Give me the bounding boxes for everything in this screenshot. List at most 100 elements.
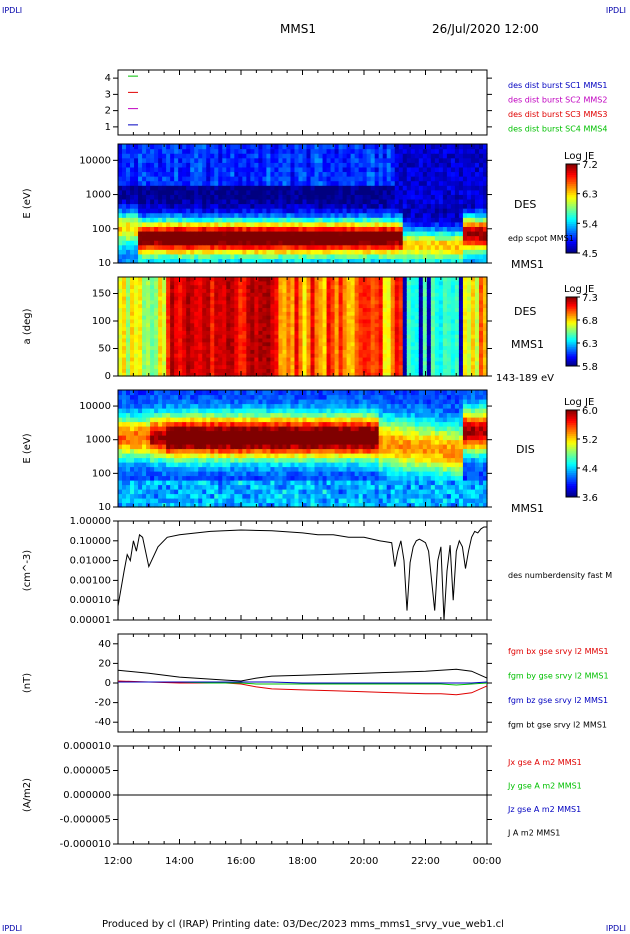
des-energy-cell [362,176,368,182]
des-pitch-cell [306,322,312,328]
des-energy-cell [394,212,400,218]
des-energy-cell [318,212,324,218]
des-pitch-cell [406,360,412,366]
des-energy-cell [462,148,468,154]
des-energy-cell [334,198,340,205]
des-pitch-cell [390,368,396,373]
des-pitch-cell [146,353,151,358]
des-pitch-cell [278,277,284,282]
des-energy-cell [238,153,243,159]
des-energy-cell [234,244,239,250]
des-pitch-cell [390,322,396,328]
des-pitch-cell [226,311,231,316]
des-pitch-cell [398,341,404,347]
des-pitch-cell [326,318,332,324]
des-energy-cell [138,171,143,177]
des-pitch-cell [322,349,328,354]
des-energy-cell [258,249,263,255]
des-energy-cell [122,208,127,214]
des-pitch-cell [398,334,404,339]
des-pitch-cell [166,330,171,335]
des-pitch-cell [482,353,488,358]
des-pitch-cell [154,372,159,377]
des-pitch-cell [198,292,203,297]
des-energy-cell [154,148,159,154]
des-pitch-cell [442,353,448,358]
des-pitch-cell [414,337,420,343]
des-energy-cell [426,226,432,232]
des-pitch-cell [474,284,480,290]
des-pitch-cell [178,353,183,358]
des-pitch-cell [306,311,312,316]
des-pitch-cell [190,307,195,312]
des-energy-cell [442,217,448,223]
des-energy-cell [246,253,251,260]
des-pitch-cell [142,299,147,305]
des-pitch-cell [374,318,380,324]
des-pitch-cell [418,326,424,331]
des-pitch-cell [138,318,143,324]
des-energy-cell [434,180,440,186]
des-energy-cell [326,148,332,154]
des-pitch-cell [278,296,284,301]
des-pitch-cell [442,311,448,316]
des-pitch-cell [278,330,284,335]
des-energy-cell [138,230,143,237]
des-pitch-cell [410,277,416,282]
des-pitch-cell [342,299,348,305]
des-energy-cell [238,221,243,227]
des-pitch-cell [454,360,460,366]
des-energy-cell [154,258,159,264]
des-energy-cell [450,221,456,227]
des-energy-cell [378,203,384,209]
des-energy-cell [142,226,147,232]
des-pitch-cell [338,292,344,297]
des-pitch-cell [286,318,292,324]
des-pitch-cell [178,311,183,316]
des-energy-cell [354,217,360,223]
des-energy-cell [450,144,456,150]
des-pitch-cell [434,315,440,320]
des-energy-cell [346,185,352,191]
des-energy-cell [198,253,203,260]
des-energy-cell [238,185,243,191]
des-pitch-cell [318,368,324,373]
des-pitch-cell [202,368,207,373]
des-pitch-cell [178,356,183,362]
des-pitch-cell [466,284,472,290]
des-pitch-cell [342,372,348,377]
des-energy-cell [158,162,163,168]
des-energy-cell [234,194,239,200]
des-energy-cell [314,148,320,154]
des-pitch-cell [206,334,211,339]
des-energy-cell [402,244,408,250]
des-energy-cell [274,230,280,237]
des-energy-cell [270,153,276,159]
des-energy-cell [238,176,243,182]
des-energy-cell [134,212,139,218]
des-pitch-cell [310,296,316,301]
des-energy-cell [266,198,272,205]
des-energy-cell [202,189,207,195]
des-energy-cell [250,258,255,264]
des-energy-cell [462,153,468,159]
des-energy-cell [146,240,151,246]
des-pitch-cell [186,315,191,320]
des-pitch-cell [434,318,440,324]
des-energy-cell [158,217,163,223]
des-pitch-cell [438,326,444,331]
des-pitch-cell [318,311,324,316]
des-energy-colorbar-cell [566,212,577,216]
des-pitch-cell [150,318,155,324]
des-energy-cell [470,171,476,177]
des-pitch-cell [434,299,440,305]
des-pitch-cell [134,349,139,354]
des-energy-cell [410,244,416,250]
des-pitch-cell [358,330,364,335]
des-pitch-cell [402,303,408,309]
des-pitch-cell [122,353,127,358]
des-energy-cell [274,240,280,246]
des-energy-cell [286,176,292,182]
des-pitch-cell [366,288,372,293]
des-pitch-cell [306,299,312,305]
